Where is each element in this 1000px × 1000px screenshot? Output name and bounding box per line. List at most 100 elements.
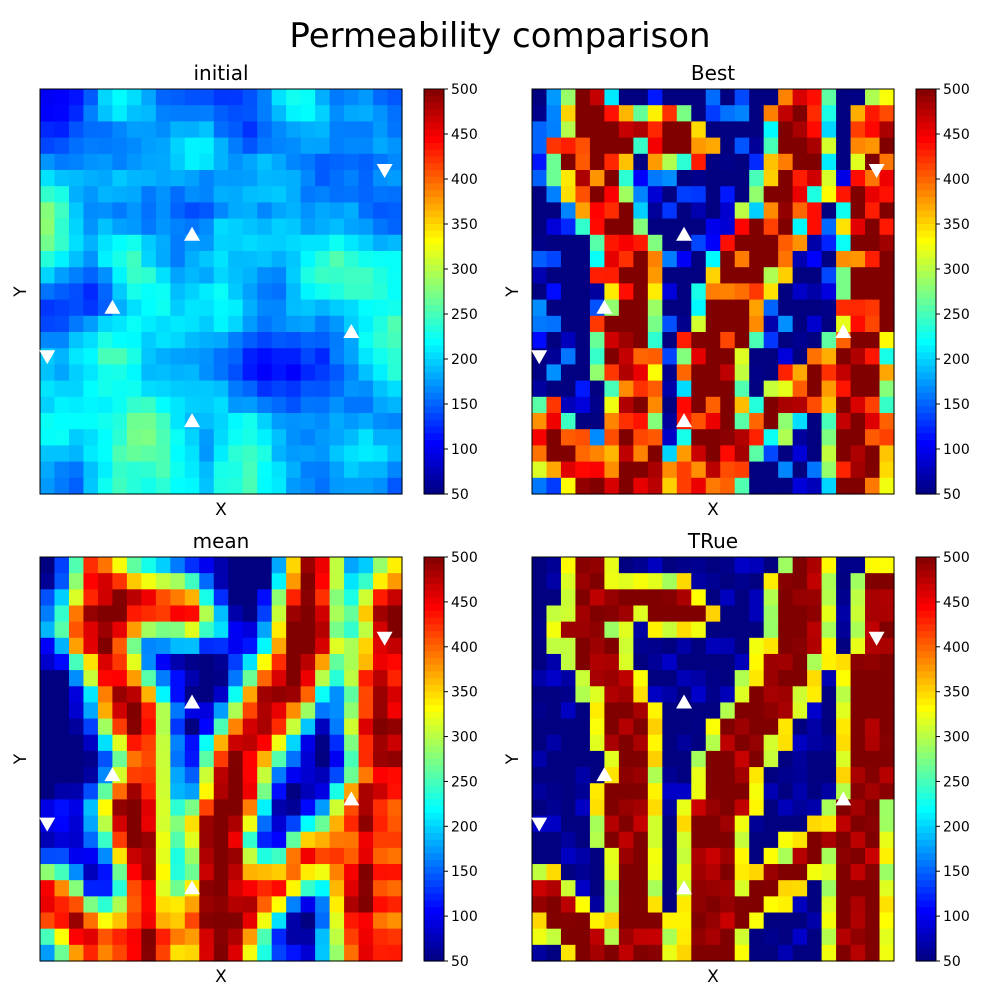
- heatmap-cell: [532, 670, 548, 687]
- heatmap-cell: [720, 477, 736, 495]
- heatmap-cell: [705, 750, 721, 768]
- heatmap-cell: [387, 153, 403, 171]
- heatmap-cell: [589, 153, 605, 171]
- heatmap-cell: [155, 477, 171, 495]
- heatmap-cell: [68, 799, 85, 817]
- heatmap-cell: [271, 202, 287, 220]
- heatmap-cell: [228, 815, 244, 833]
- heatmap-cell: [83, 299, 99, 317]
- heatmap-cell: [763, 734, 779, 752]
- heatmap-cell: [749, 332, 765, 349]
- heatmap-cell: [575, 605, 591, 623]
- colorbar-tick-label: 250: [451, 774, 478, 790]
- heatmap-cell: [705, 799, 721, 817]
- heatmap-cell: [821, 670, 837, 687]
- heatmap-cell: [662, 332, 678, 349]
- heatmap-cell: [271, 831, 287, 849]
- heatmap-cell: [126, 783, 142, 800]
- heatmap-cell: [155, 670, 171, 687]
- heatmap-cell: [300, 605, 316, 623]
- heatmap-cell: [778, 767, 794, 784]
- heatmap-cell: [112, 267, 128, 284]
- heatmap-cell: [373, 380, 389, 398]
- heatmap-cell: [141, 137, 157, 155]
- heatmap-cell: [184, 783, 200, 800]
- colorbar-segment: [424, 570, 444, 578]
- heatmap-cell: [633, 218, 649, 236]
- heatmap-cell: [589, 251, 605, 268]
- heatmap-cell: [170, 89, 186, 106]
- heatmap-cell: [286, 251, 302, 268]
- heatmap-cell: [792, 880, 808, 897]
- heatmap-cell: [286, 218, 302, 236]
- heatmap-cell: [720, 718, 736, 736]
- heatmap-cell: [184, 621, 200, 639]
- heatmap-cell: [575, 445, 591, 463]
- heatmap-cell: [68, 153, 85, 171]
- heatmap-cell: [97, 234, 113, 252]
- heatmap-cell: [329, 880, 345, 897]
- heatmap-cell: [315, 799, 331, 817]
- panel-title: Best: [691, 61, 735, 85]
- heatmap-cell: [647, 202, 663, 220]
- heatmap-cell: [705, 299, 721, 317]
- heatmap-cell: [807, 477, 823, 495]
- heatmap-cell: [170, 105, 186, 122]
- heatmap-cell: [720, 864, 736, 881]
- heatmap-cell: [821, 799, 837, 817]
- heatmap-cell: [734, 718, 750, 736]
- heatmap-cell: [40, 380, 56, 398]
- heatmap-cell: [879, 573, 895, 590]
- heatmap-cell: [560, 815, 577, 833]
- heatmap-cell: [126, 799, 142, 817]
- heatmap-cell: [344, 348, 360, 365]
- heatmap-cell: [836, 170, 852, 187]
- heatmap-cell: [633, 718, 649, 736]
- heatmap-cell: [242, 847, 258, 865]
- heatmap-cell: [560, 283, 577, 301]
- heatmap-cell: [271, 315, 287, 333]
- heatmap-cell: [213, 573, 229, 590]
- heatmap-cell: [589, 815, 605, 833]
- heatmap-cell: [83, 831, 99, 849]
- heatmap-cell: [257, 396, 273, 414]
- heatmap-cell: [300, 702, 316, 720]
- heatmap-cell: [257, 234, 273, 252]
- heatmap-cell: [141, 702, 157, 720]
- heatmap-cell: [575, 299, 591, 317]
- heatmap-cell: [560, 573, 577, 590]
- heatmap-cell: [141, 170, 157, 187]
- heatmap-cell: [97, 153, 113, 171]
- heatmap-cell: [286, 718, 302, 736]
- colorbar-segment: [424, 156, 444, 164]
- heatmap-cell: [242, 734, 258, 752]
- heatmap-cell: [315, 283, 331, 301]
- heatmap-cell: [155, 783, 171, 800]
- heatmap-cell: [170, 734, 186, 752]
- colorbar-tick-label: 350: [943, 685, 970, 701]
- colorbar-tick-label: 500: [451, 550, 478, 566]
- heatmap-cell: [691, 137, 707, 155]
- heatmap-cell: [97, 89, 113, 106]
- heatmap-cell: [271, 413, 287, 430]
- heatmap-cell: [83, 396, 99, 414]
- heatmap-cell: [40, 137, 56, 155]
- heatmap-cell: [662, 928, 678, 946]
- heatmap-cell: [720, 267, 736, 284]
- colorbar-segment: [916, 563, 936, 572]
- heatmap-cell: [778, 944, 794, 962]
- heatmap-cell: [170, 847, 186, 865]
- colorbar-tick-label: 400: [943, 640, 970, 656]
- heatmap-cell: [83, 589, 99, 607]
- heatmap-cell: [344, 137, 360, 155]
- heatmap-cell: [720, 880, 736, 897]
- heatmap-cell: [792, 364, 808, 382]
- heatmap-cell: [836, 702, 852, 720]
- heatmap-cell: [141, 105, 157, 122]
- colorbar-segment: [424, 224, 444, 232]
- heatmap-cell: [358, 251, 374, 268]
- heatmap-cell: [344, 413, 360, 430]
- heatmap-cell: [141, 413, 157, 430]
- heatmap-cell: [749, 429, 765, 446]
- heatmap-cell: [865, 461, 881, 479]
